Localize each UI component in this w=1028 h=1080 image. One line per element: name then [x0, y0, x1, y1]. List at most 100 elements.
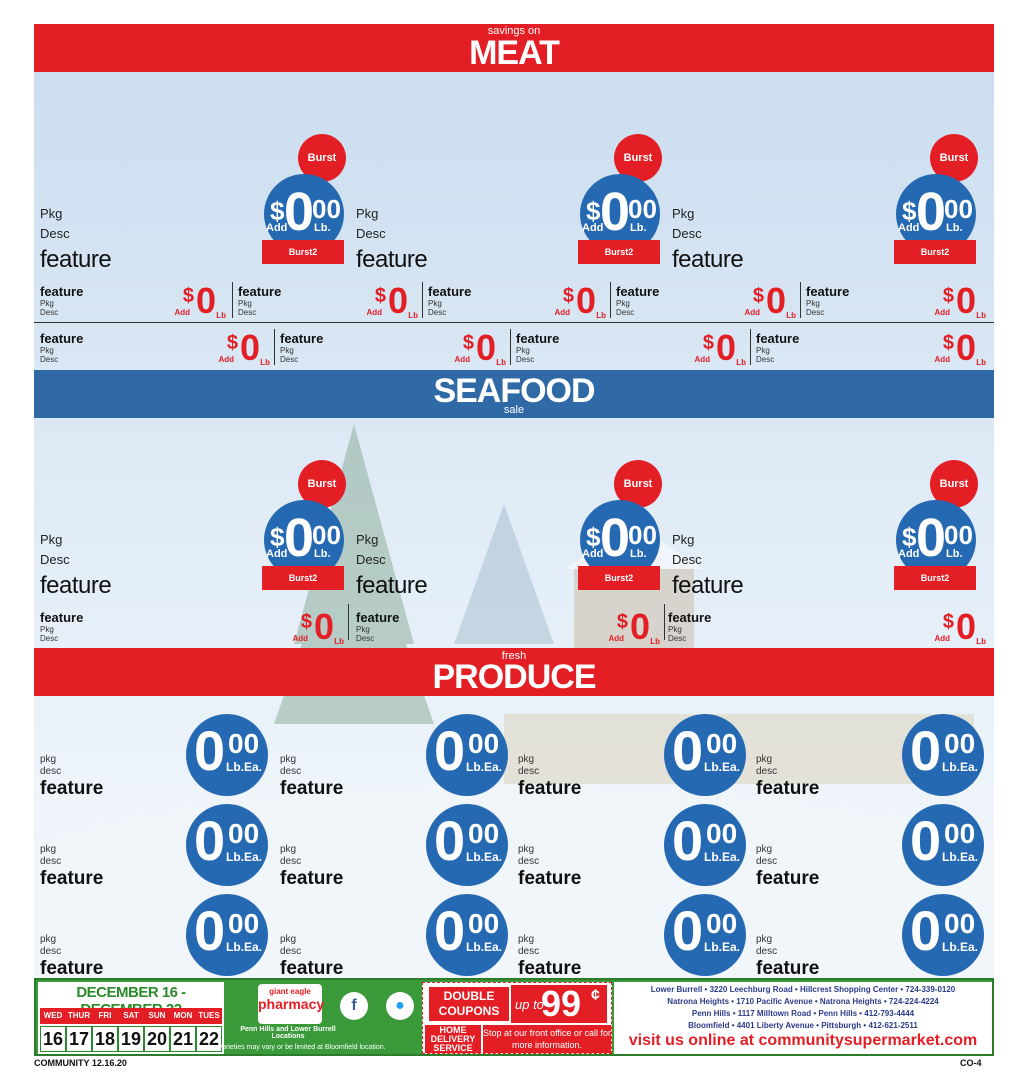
date-number: 19 — [118, 1026, 144, 1052]
small-desc: Desc — [356, 634, 375, 643]
produce-price-circle: 0 00 Lb.Ea. — [426, 804, 508, 886]
date-number: 22 — [196, 1026, 222, 1052]
produce-desc: desc — [40, 856, 62, 867]
produce-item[interactable]: pkg desc feature 0 00 Lb.Ea. — [750, 710, 990, 800]
small-desc: Desc — [238, 308, 257, 317]
divider — [422, 282, 423, 318]
divider — [274, 329, 275, 365]
produce-desc: desc — [756, 766, 778, 777]
produce-pkg: pkg — [756, 934, 773, 945]
produce-item[interactable]: pkg desc feature 0 00 Lb.Ea. — [750, 890, 990, 980]
produce-pkg: pkg — [518, 754, 535, 765]
produce-item[interactable]: pkg desc feature 0 00 Lb.Ea. — [34, 800, 274, 890]
footer-banner: DECEMBER 16 - DECEMBER 22 WED THUR FRI S… — [34, 978, 994, 1056]
day-label: FRI — [92, 1008, 118, 1024]
produce-item[interactable]: pkg desc feature 0 00 Lb.Ea. — [512, 800, 752, 890]
meat-small-6[interactable]: feature Pkg Desc $0 Add Lb — [40, 327, 270, 368]
produce-pkg: pkg — [518, 934, 535, 945]
seafood-small-2[interactable]: feature Pkg Desc $0 Add Lb — [356, 606, 660, 647]
burst2-banner: Burst2 — [262, 240, 344, 264]
seafood-feature-1[interactable]: Burst $0 00 Add Lb. Burst2 Pkg Desc feature — [34, 460, 354, 600]
produce-item[interactable]: pkg desc feature 0 00 Lb.Ea. — [34, 710, 274, 800]
row-divider — [34, 322, 994, 323]
divider — [232, 282, 233, 318]
small-pkg: Pkg — [40, 346, 54, 355]
produce-desc: desc — [756, 856, 778, 867]
feature-desc: Desc — [672, 552, 702, 567]
small-desc: Desc — [616, 308, 635, 317]
produce-name: feature — [518, 778, 582, 799]
produce-item[interactable]: pkg desc feature 0 00 Lb.Ea. — [274, 710, 514, 800]
seafood-small-3[interactable]: feature Pkg Desc $0 Add Lb — [668, 606, 986, 647]
produce-name: feature — [40, 778, 104, 799]
produce-pkg: pkg — [280, 934, 297, 945]
produce-name: feature — [756, 958, 820, 979]
page-code: CO-4 — [960, 1058, 982, 1068]
meat-title: MEAT — [469, 34, 560, 72]
produce-price-circle: 0 00 Lb.Ea. — [186, 714, 268, 796]
facebook-icon[interactable]: f — [340, 992, 368, 1020]
produce-name: feature — [280, 778, 344, 799]
date-number: 20 — [144, 1026, 170, 1052]
seafood-title: SEAFOOD — [433, 372, 595, 410]
variety-note: Varieties may vary or be limited at Bloo… — [218, 1044, 386, 1051]
small-pkg: Pkg — [356, 625, 370, 634]
produce-price-circle: 0 00 Lb.Ea. — [902, 804, 984, 886]
produce-item[interactable]: pkg desc feature 0 00 Lb.Ea. — [274, 890, 514, 980]
meat-small-1[interactable]: feature Pkg Desc $0 Add Lb — [40, 280, 226, 321]
meat-small-7[interactable]: feature Pkg Desc $0 Add Lb — [280, 327, 506, 368]
meat-small-2[interactable]: feature Pkg Desc $0 Add Lb — [238, 280, 418, 321]
meat-small-8[interactable]: feature Pkg Desc $0 Add Lb — [516, 327, 746, 368]
produce-price-circle: 0 00 Lb.Ea. — [426, 714, 508, 796]
pharmacy-logo[interactable]: giant eagle pharmacy — [258, 984, 325, 1024]
produce-desc: desc — [280, 946, 302, 957]
burst-badge: Burst — [298, 134, 346, 182]
meat-feature-1[interactable]: Burst $0 00 Add Lb. Burst2 Pkg Desc feature — [34, 134, 354, 274]
meat-small-9[interactable]: feature Pkg Desc $0 Add Lb — [756, 327, 986, 368]
produce-item[interactable]: pkg desc feature 0 00 Lb.Ea. — [750, 800, 990, 890]
divider — [610, 282, 611, 318]
feature-name: feature — [40, 246, 112, 273]
produce-item[interactable]: pkg desc feature 0 00 Lb.Ea. — [274, 800, 514, 890]
small-desc: Desc — [806, 308, 825, 317]
feature-pkg: Pkg — [356, 532, 379, 547]
meat-feature-3[interactable]: Burst $0 00 Add Lb. Burst2 Pkg Desc feature — [666, 134, 986, 274]
produce-desc: desc — [518, 856, 540, 867]
small-name: feature — [806, 284, 850, 299]
divider — [348, 604, 349, 640]
stop-info: Stop at our front office or call for mor… — [483, 1025, 611, 1053]
seafood-feature-3[interactable]: Burst $0 00 Add Lb. Burst2 Pkg Desc feature — [666, 460, 986, 600]
feature-name: feature — [356, 246, 428, 273]
produce-name: feature — [756, 868, 820, 889]
produce-pkg: pkg — [280, 844, 297, 855]
meat-feature-2[interactable]: Burst $0 00 Add Lb. Burst2 Pkg Desc feature — [350, 134, 670, 274]
produce-price-circle: 0 00 Lb.Ea. — [186, 894, 268, 976]
meat-small-5[interactable]: feature Pkg Desc $0 Add Lb — [806, 280, 986, 321]
meat-small-3[interactable]: feature Pkg Desc $0 Add Lb — [428, 280, 606, 321]
ad-page: savings on MEAT Burst $0 00 Add Lb. Burst2 … — [34, 24, 994, 1056]
burst2-banner: Burst2 — [894, 240, 976, 264]
feature-desc: Desc — [356, 226, 386, 241]
produce-item[interactable]: pkg desc feature 0 00 Lb.Ea. — [512, 710, 752, 800]
website-link[interactable]: visit us online at communitysupermarket.… — [628, 1032, 978, 1049]
feature-desc: Desc — [40, 226, 70, 241]
pharmacy-word: pharmacy — [258, 996, 325, 1012]
produce-price-circle: 0 00 Lb.Ea. — [902, 714, 984, 796]
produce-item[interactable]: pkg desc feature 0 00 Lb.Ea. — [34, 890, 274, 980]
small-pkg: Pkg — [238, 299, 252, 308]
produce-pkg: pkg — [40, 754, 57, 765]
produce-price-circle: 0 00 Lb.Ea. — [426, 894, 508, 976]
seafood-small-1[interactable]: feature Pkg Desc $0 Add Lb — [40, 606, 344, 647]
produce-name: feature — [40, 958, 104, 979]
small-name: feature — [616, 284, 660, 299]
store-addresses: Lower Burrell • 3220 Leechburg Road • Hi… — [614, 982, 992, 1054]
produce-item[interactable]: pkg desc feature 0 00 Lb.Ea. — [512, 890, 752, 980]
small-name: feature — [428, 284, 472, 299]
small-pkg: Pkg — [806, 299, 820, 308]
feature-pkg: Pkg — [356, 206, 379, 221]
feature-desc: Desc — [356, 552, 386, 567]
twitter-icon[interactable]: ● — [386, 992, 414, 1020]
meat-small-4[interactable]: feature Pkg Desc $0 Add Lb — [616, 280, 796, 321]
small-desc: Desc — [40, 355, 59, 364]
seafood-feature-2[interactable]: Burst $0 00 Add Lb. Burst2 Pkg Desc feature — [350, 460, 670, 600]
